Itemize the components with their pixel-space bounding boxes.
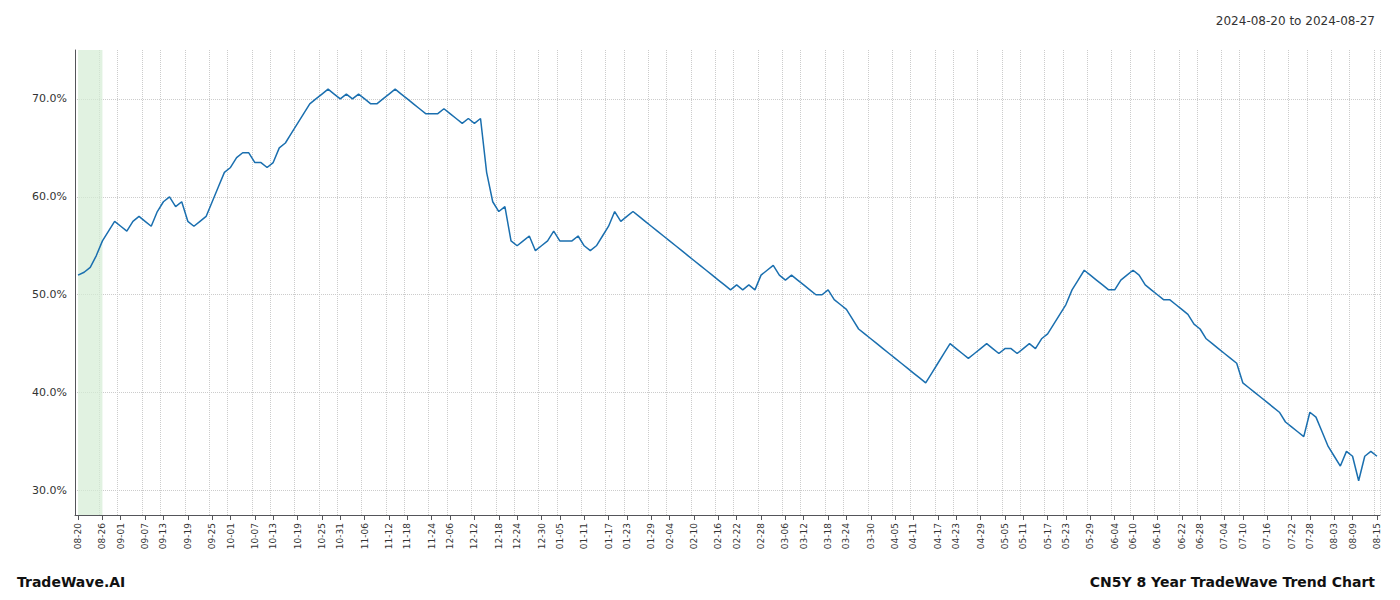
svg-text:70.0%: 70.0% bbox=[32, 92, 67, 105]
svg-text:04-11: 04-11 bbox=[908, 523, 918, 549]
svg-text:01-17: 01-17 bbox=[604, 523, 614, 549]
svg-text:10-01: 10-01 bbox=[226, 523, 236, 549]
svg-text:30.0%: 30.0% bbox=[32, 484, 67, 497]
svg-text:2024-08-20 to 2024-08-27: 2024-08-20 to 2024-08-27 bbox=[1216, 14, 1375, 28]
svg-text:12-30: 12-30 bbox=[537, 523, 547, 549]
svg-text:09-01: 09-01 bbox=[116, 523, 126, 549]
svg-text:06-10: 06-10 bbox=[1128, 523, 1138, 549]
svg-text:01-29: 01-29 bbox=[646, 523, 656, 549]
svg-text:07-10: 07-10 bbox=[1238, 523, 1248, 549]
svg-text:08-03: 08-03 bbox=[1329, 523, 1339, 549]
svg-text:01-23: 01-23 bbox=[622, 523, 632, 549]
svg-text:07-28: 07-28 bbox=[1305, 523, 1315, 549]
svg-text:50.0%: 50.0% bbox=[32, 288, 67, 301]
svg-text:01-05: 01-05 bbox=[555, 523, 565, 549]
svg-text:04-23: 04-23 bbox=[951, 523, 961, 549]
svg-text:05-05: 05-05 bbox=[1000, 523, 1010, 549]
svg-text:08-09: 08-09 bbox=[1348, 523, 1358, 549]
svg-text:03-18: 03-18 bbox=[823, 523, 833, 549]
svg-text:06-16: 06-16 bbox=[1152, 523, 1162, 549]
svg-text:08-15: 08-15 bbox=[1372, 523, 1382, 549]
svg-text:09-19: 09-19 bbox=[183, 523, 193, 549]
svg-text:07-04: 07-04 bbox=[1219, 523, 1229, 549]
svg-text:10-13: 10-13 bbox=[268, 523, 278, 549]
svg-text:10-31: 10-31 bbox=[335, 523, 345, 549]
svg-text:03-12: 03-12 bbox=[799, 523, 809, 549]
svg-text:02-22: 02-22 bbox=[732, 523, 742, 549]
svg-text:60.0%: 60.0% bbox=[32, 190, 67, 203]
svg-text:12-24: 12-24 bbox=[512, 523, 522, 549]
svg-text:06-04: 06-04 bbox=[1110, 523, 1120, 549]
svg-text:06-28: 06-28 bbox=[1195, 523, 1205, 549]
svg-text:02-28: 02-28 bbox=[756, 523, 766, 549]
svg-text:11-06: 11-06 bbox=[360, 523, 370, 549]
svg-text:05-11: 05-11 bbox=[1018, 523, 1028, 549]
svg-text:05-29: 05-29 bbox=[1085, 523, 1095, 549]
svg-text:12-18: 12-18 bbox=[494, 523, 504, 549]
svg-text:03-06: 03-06 bbox=[780, 523, 790, 549]
svg-text:02-10: 02-10 bbox=[689, 523, 699, 549]
svg-text:12-06: 12-06 bbox=[445, 523, 455, 549]
svg-text:11-18: 11-18 bbox=[402, 523, 412, 549]
svg-text:03-30: 03-30 bbox=[866, 523, 876, 549]
svg-text:09-13: 09-13 bbox=[158, 523, 168, 549]
svg-text:12-12: 12-12 bbox=[469, 523, 479, 549]
svg-text:09-07: 09-07 bbox=[140, 523, 150, 549]
svg-text:01-11: 01-11 bbox=[579, 523, 589, 549]
svg-text:03-24: 03-24 bbox=[841, 523, 851, 549]
svg-text:40.0%: 40.0% bbox=[32, 386, 67, 399]
svg-text:04-29: 04-29 bbox=[976, 523, 986, 549]
svg-text:02-04: 02-04 bbox=[665, 523, 675, 549]
svg-text:11-12: 11-12 bbox=[384, 523, 394, 549]
svg-text:07-16: 07-16 bbox=[1262, 523, 1272, 549]
svg-text:08-26: 08-26 bbox=[97, 523, 107, 549]
svg-text:10-25: 10-25 bbox=[317, 523, 327, 549]
svg-text:05-17: 05-17 bbox=[1043, 523, 1053, 549]
svg-text:10-07: 10-07 bbox=[250, 523, 260, 549]
svg-text:08-20: 08-20 bbox=[73, 523, 83, 549]
svg-text:10-19: 10-19 bbox=[293, 523, 303, 549]
svg-text:04-17: 04-17 bbox=[933, 523, 943, 549]
svg-text:04-05: 04-05 bbox=[890, 523, 900, 549]
svg-text:07-22: 07-22 bbox=[1287, 523, 1297, 549]
svg-text:06-22: 06-22 bbox=[1177, 523, 1187, 549]
svg-text:CN5Y 8 Year TradeWave Trend Ch: CN5Y 8 Year TradeWave Trend Chart bbox=[1090, 574, 1376, 590]
svg-text:TradeWave.AI: TradeWave.AI bbox=[17, 574, 125, 590]
svg-text:11-24: 11-24 bbox=[427, 523, 437, 549]
svg-text:05-23: 05-23 bbox=[1061, 523, 1071, 549]
svg-text:09-25: 09-25 bbox=[207, 523, 217, 549]
svg-text:02-16: 02-16 bbox=[713, 523, 723, 549]
